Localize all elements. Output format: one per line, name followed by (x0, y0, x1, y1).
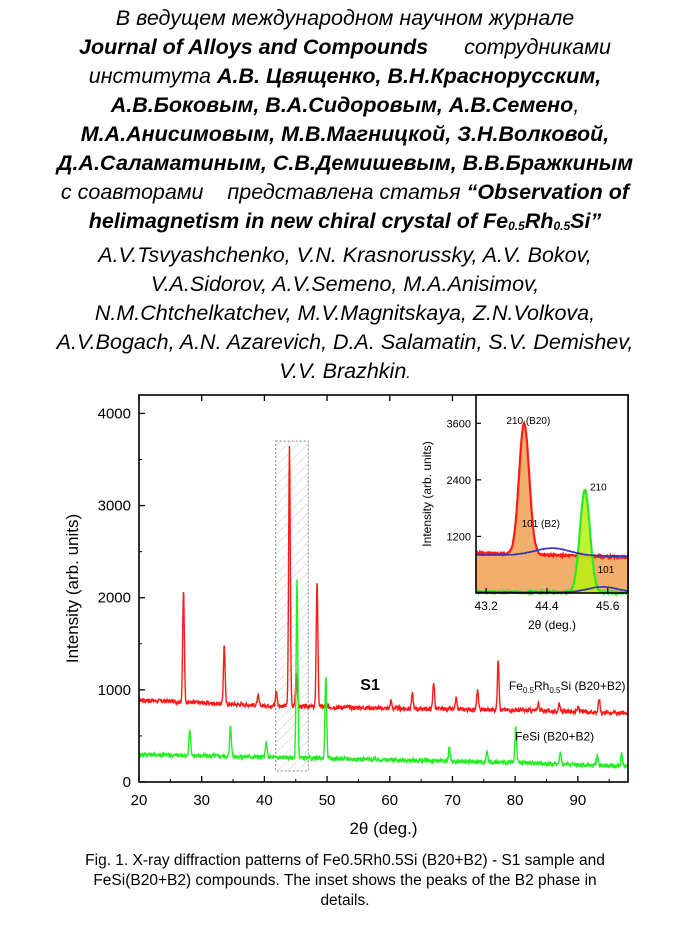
label-part: Si (B20+B2) (560, 679, 625, 693)
russian-authors-3: М.А.Анисимовым, М.В.Магницкой, З.Н.Волко… (80, 122, 610, 146)
y-tick-label: 4000 (98, 405, 131, 422)
inset-peak-fill (476, 423, 628, 593)
title-subscript-2: 0.5 (553, 219, 571, 233)
caption-line-1: Fig. 1. X-ray diffraction patterns of Fe… (85, 852, 605, 869)
intro-text: В ведущем международном научном журнале (115, 6, 575, 30)
russian-authors-2: А.В.Боковым, В.А.Сидоровым, А.В.Семено (110, 93, 574, 117)
english-authors-line-4: A.V.Bogach, A.N. Azarevich, D.A. Salamat… (56, 330, 634, 354)
y-axis-label: Intensity (arb. units) (63, 514, 82, 663)
label-subscript: 0.5 (549, 686, 561, 695)
article-title-start: “Observation of (466, 180, 630, 204)
by-staff-text: сотрудниками (464, 35, 611, 59)
inset-y-tick-label: 3600 (447, 418, 471, 430)
title-rh: Rh (524, 209, 554, 233)
series-label-fe0.5rh0.5si: Fe0.5Rh0.5Si (B20+B2) (509, 679, 626, 695)
announcement-line-6: Д.А.Саламатиным, С.В.Демишевым, В.В.Браж… (0, 149, 690, 178)
label-part: Fe (509, 679, 523, 693)
label-part: Rh (534, 679, 549, 693)
inset-x-tick-label: 44.4 (535, 599, 559, 613)
article-title: helimagnetism in new chiral crystal of F… (89, 209, 602, 233)
announcement-line-7: с соавторами представлена статья “Observ… (0, 178, 690, 207)
inset-y-tick-label: 2400 (447, 475, 471, 487)
english-authors-line-1: A.V.Tsvyashchenko, V.N. Krasnorussky, A.… (98, 243, 592, 267)
english-authors-5: V.V. Brazhkin (279, 359, 407, 383)
x-axis-label: 2θ (deg.) (349, 819, 417, 838)
x-tick-label: 90 (570, 792, 587, 809)
series-line-fesi (139, 579, 628, 770)
title-end: Si” (570, 209, 602, 233)
announcement-line-8: helimagnetism in new chiral crystal of F… (0, 207, 690, 241)
presented-text: представлена статья (227, 180, 461, 204)
announcement-line-1: В ведущем международном научном журнале (0, 4, 690, 33)
russian-authors-1: А.В. Цвященко, В.Н.Краснорусским, (216, 64, 602, 88)
article-announcement: В ведущем международном научном журнале … (0, 4, 690, 388)
x-tick-label: 80 (507, 792, 524, 809)
caption-line-2: FeSi(B20+B2) compounds. The inset shows … (93, 872, 597, 889)
journal-name: Journal of Alloys and Compounds (79, 35, 429, 59)
label-subscript: 0.5 (523, 686, 535, 695)
x-tick-label: 40 (256, 792, 273, 809)
y-tick-label: 3000 (98, 498, 131, 515)
y-tick-label: 0 (123, 774, 131, 791)
comma: , (573, 93, 580, 117)
russian-authors-4: Д.А.Саламатиным, С.В.Демишевым, В.В.Браж… (56, 151, 634, 175)
sample-label-s1: S1 (360, 677, 380, 694)
english-authors-line-5: V.V. Brazhkin. (0, 357, 690, 388)
x-tick-label: 60 (381, 792, 398, 809)
inset-x-tick-label: 43.2 (474, 599, 498, 613)
inset-x-axis-label: 2θ (deg.) (528, 618, 576, 632)
inset-x-tick-label: 45.6 (596, 599, 620, 613)
english-authors-line-2: V.A.Sidorov, A.V.Semeno, M.A.Anisimov, (150, 272, 540, 296)
x-tick-label: 30 (193, 792, 210, 809)
x-tick-label: 70 (444, 792, 461, 809)
x-tick-label: 50 (319, 792, 336, 809)
inset-series-line (476, 547, 628, 558)
title-subscript-1: 0.5 (508, 219, 525, 233)
english-authors-line-3: N.M.Chtchelkatchev, M.V.Magnitskaya, Z.N… (94, 301, 596, 325)
inset-peak-label: 101 (B2) (522, 519, 560, 530)
y-tick-label: 1000 (98, 682, 131, 699)
inset-y-axis-label: Intensity (arb. units) (420, 441, 434, 546)
announcement-line-4: А.В.Боковым, В.А.Сидоровым, А.В.Семено, (0, 91, 690, 120)
inset-peak-fill (476, 490, 628, 594)
announcement-line-3: института А.В. Цвященко, В.Н.Краснорусск… (0, 62, 690, 91)
inset-plot: 43.2 44.4 45.6 1200 2400 3600 2θ (deg.) Intensi… (420, 394, 629, 632)
highlight-region (275, 440, 309, 772)
inset-peak-label: 210 (590, 483, 607, 494)
inset-peak-label: 210 (B20) (506, 416, 550, 427)
figure-caption: Fig. 1. X-ray diffraction patterns of Fe… (0, 851, 690, 911)
y-tick-label: 2000 (98, 590, 131, 607)
with-coauthors-text: с соавторами (60, 180, 204, 204)
series-label-fesi: FeSi (B20+B2) (515, 730, 594, 744)
period: . (406, 365, 411, 382)
institute-text: института (88, 64, 211, 88)
x-tick-label: 20 (131, 792, 148, 809)
announcement-line-2: Journal of Alloys and Compounds сотрудни… (0, 33, 690, 62)
article-title-main: helimagnetism in new chiral crystal of F… (88, 209, 509, 233)
xrd-figure: 20 30 40 50 60 70 80 90 0 1000 2000 3000 4000 2θ (deg… (63, 394, 629, 838)
inset-y-tick-label: 1200 (447, 531, 471, 543)
inset-frame (475, 394, 629, 594)
caption-line-3: details. (320, 892, 370, 909)
announcement-line-5: М.А.Анисимовым, М.В.Магницкой, З.Н.Волко… (0, 120, 690, 149)
inset-peak-label: 101 (598, 565, 615, 576)
main-plot: 20 30 40 50 60 70 80 90 0 1000 2000 3000 4000 2θ (deg… (63, 394, 629, 838)
series-line-fe0.5rh0.5si (139, 445, 628, 718)
